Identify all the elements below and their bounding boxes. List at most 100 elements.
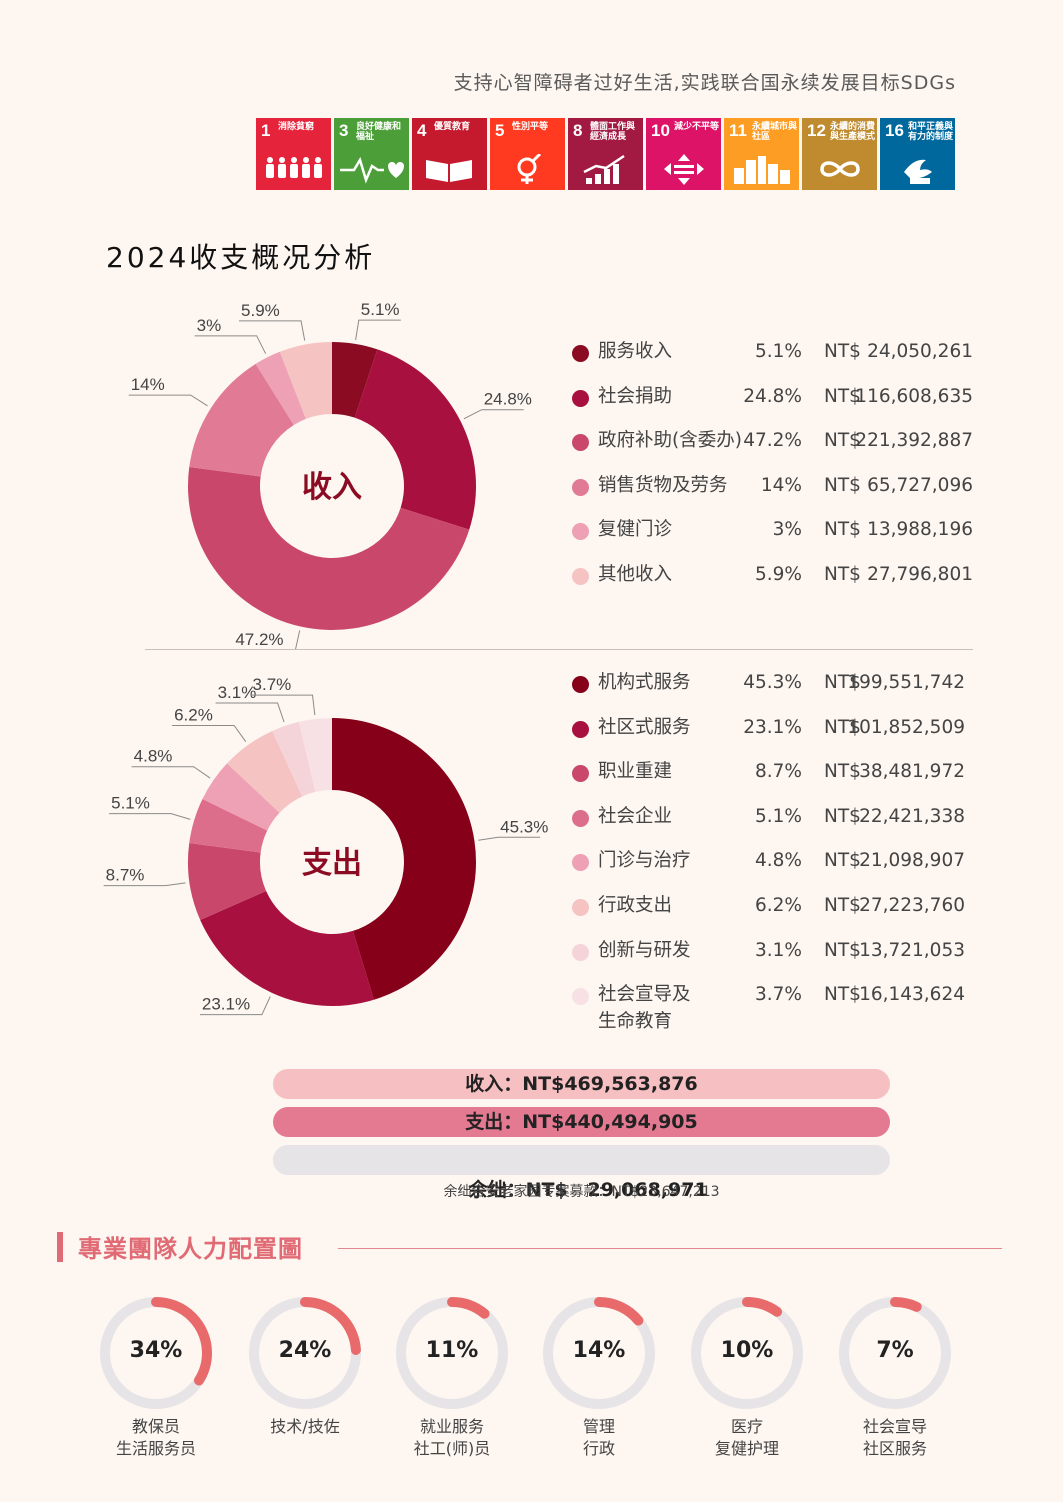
legend-row: 社会企业 5.1% NT$ 22,421,338 bbox=[572, 803, 972, 833]
team-ring-gauge bbox=[100, 1297, 212, 1409]
legend-amount: 199,551,742 bbox=[847, 672, 965, 693]
tagline: 支持心智障碍者过好生活,实践联合国永续发展目标SDGs bbox=[453, 72, 956, 94]
legend-currency: NT$ bbox=[824, 341, 861, 362]
sdg-goal-10: 10 減少不平等 bbox=[646, 118, 721, 190]
surplus-total-label: 余绌： bbox=[468, 1179, 526, 1201]
sdg-goal-5: 5 性別平等 bbox=[490, 118, 565, 190]
sdg-number: 3 bbox=[339, 121, 349, 140]
sdg-goal-16: 16 和平正義與有力的制度 bbox=[880, 118, 955, 190]
income-donut-chart: 5.1% 24.8% 47.2% 14% 3% 5.9% 收入 bbox=[128, 300, 532, 650]
legend-currency: NT$ bbox=[824, 430, 861, 452]
legend-currency: NT$ bbox=[824, 564, 861, 585]
team-ring-label: 技术/技佐 bbox=[270, 1417, 340, 1436]
legend-category: 社会宣导及 生命教育 bbox=[598, 984, 691, 1033]
expense-slice bbox=[227, 730, 303, 813]
income-callout-line bbox=[355, 319, 401, 340]
team-ring-percent: 24% bbox=[278, 1338, 332, 1363]
sdg-number: 8 bbox=[573, 121, 583, 140]
legend-amount: 21,098,907 bbox=[859, 850, 965, 872]
legend-currency: NT$ bbox=[824, 939, 861, 961]
legend-category: 复健门诊 bbox=[598, 519, 673, 541]
expense-data-label: 4.8% bbox=[134, 747, 173, 766]
legend-row: 行政支出 6.2% NT$ 27,223,760 bbox=[572, 892, 972, 922]
team-title-rule bbox=[338, 1248, 1002, 1249]
sdg-label: 消除貧窮 bbox=[278, 122, 315, 132]
sdg-goal-1: 1 消除貧窮 bbox=[256, 118, 331, 190]
surplus-note: 余绌含安老家园专案募款：NT$23,647,213 bbox=[443, 1184, 720, 1200]
legend-row: 复健门诊 3% NT$ 13,988,196 bbox=[572, 516, 973, 546]
team-title-accent-bar bbox=[57, 1232, 63, 1262]
legend-currency: NT$ bbox=[824, 805, 861, 827]
expense-callout-line bbox=[199, 996, 271, 1016]
legend-row: 门诊与治疗 4.8% NT$ 21,098,907 bbox=[572, 847, 972, 877]
legend-amount: 116,608,635 bbox=[855, 385, 973, 407]
legend-currency: NT$ bbox=[824, 672, 861, 693]
income-slice bbox=[279, 342, 332, 419]
legend-amount: 27,223,760 bbox=[859, 895, 965, 916]
expense-total-value: NT$440,494,905 bbox=[522, 1111, 698, 1133]
surplus-total-pill: 余绌：NT$ 29,068,971 bbox=[273, 1145, 890, 1201]
legend-percent: 6.2% bbox=[755, 895, 802, 916]
legend-row: 社会捐助 24.8% NT$ 116,608,635 bbox=[572, 383, 973, 413]
income-slice bbox=[255, 351, 306, 425]
sdg-number: 10 bbox=[651, 121, 670, 140]
expense-callout-line bbox=[478, 836, 541, 841]
expense-callout-line bbox=[172, 724, 247, 743]
expense-data-label: 8.7% bbox=[106, 866, 145, 885]
legend-category: 机构式服务 bbox=[598, 672, 691, 693]
legend-percent: 8.7% bbox=[755, 761, 802, 783]
income-slice bbox=[332, 342, 378, 418]
expense-callout-line bbox=[215, 702, 285, 723]
legend-amount: 221,392,887 bbox=[855, 430, 973, 452]
team-ring-percent: 11% bbox=[425, 1338, 479, 1363]
team-ring-gauge bbox=[543, 1297, 655, 1409]
legend-currency: NT$ bbox=[824, 716, 861, 738]
expense-total-pill: 支出：NT$440,494,905 bbox=[273, 1107, 890, 1137]
expense-total-label: 支出： bbox=[465, 1111, 523, 1133]
legend-percent: 45.3% bbox=[743, 672, 802, 693]
legend-amount: 65,727,096 bbox=[867, 474, 973, 496]
team-ring-fill bbox=[249, 1297, 361, 1409]
team-ring: 10% 医疗 复健护理 bbox=[688, 1294, 806, 1460]
expense-center-title: 支出 bbox=[302, 846, 362, 881]
sdg-goal-3: 3 良好健康和福祉 bbox=[334, 118, 409, 190]
expense-data-label: 6.2% bbox=[174, 705, 213, 724]
legend-swatch bbox=[572, 523, 589, 541]
legend-swatch bbox=[572, 899, 589, 916]
legend-swatch bbox=[572, 676, 589, 693]
legend-percent: 3.7% bbox=[755, 984, 802, 1006]
sdg-label: 良好健康和福祉 bbox=[356, 122, 402, 142]
sdg-label: 性別平等 bbox=[512, 122, 549, 132]
team-ring-percent: 10% bbox=[720, 1338, 774, 1363]
legend-swatch bbox=[572, 345, 589, 362]
expense-slice bbox=[188, 843, 267, 921]
legend-category: 创新与研发 bbox=[598, 939, 691, 961]
team-ring-label: 社会宣导 社区服务 bbox=[862, 1417, 927, 1458]
team-ring: 34% 教保员 生活服务员 bbox=[97, 1294, 215, 1460]
legend-currency: NT$ bbox=[824, 895, 861, 916]
income-callout-line bbox=[239, 320, 306, 341]
team-ring-gauge bbox=[249, 1297, 361, 1409]
sdg-label: 永續城市與社區 bbox=[752, 122, 798, 142]
expense-slice bbox=[272, 721, 316, 797]
legend-category: 销售货物及劳务 bbox=[598, 474, 728, 496]
team-title: 專業團隊人力配置圖 bbox=[78, 1235, 303, 1263]
income-callout-line bbox=[463, 409, 524, 420]
sdg-number: 12 bbox=[807, 121, 826, 140]
income-data-label: 47.2% bbox=[235, 630, 283, 649]
income-total-pill: 收入：NT$469,563,876 bbox=[273, 1069, 890, 1099]
section-title: 2024收支概况分析 bbox=[106, 241, 376, 274]
legend-amount: 13,988,196 bbox=[867, 519, 973, 541]
team-ring: 14% 管理 行政 bbox=[540, 1294, 658, 1460]
income-total-value: NT$469,563,876 bbox=[522, 1073, 698, 1095]
legend-swatch bbox=[572, 854, 589, 872]
sdg-number: 1 bbox=[261, 121, 271, 140]
legend-swatch bbox=[572, 720, 589, 738]
team-ring-fill bbox=[691, 1297, 803, 1409]
legend-row: 其他收入 5.9% NT$ 27,796,801 bbox=[572, 561, 973, 591]
sdg-number: 16 bbox=[885, 121, 904, 140]
legend-row: 服务收入 5.1% NT$ 24,050,261 bbox=[572, 338, 973, 368]
team-ring: 24% 技术/技佐 bbox=[246, 1294, 364, 1438]
legend-amount: 101,852,509 bbox=[847, 716, 965, 738]
team-ring-label: 教保员 生活服务员 bbox=[115, 1417, 196, 1458]
